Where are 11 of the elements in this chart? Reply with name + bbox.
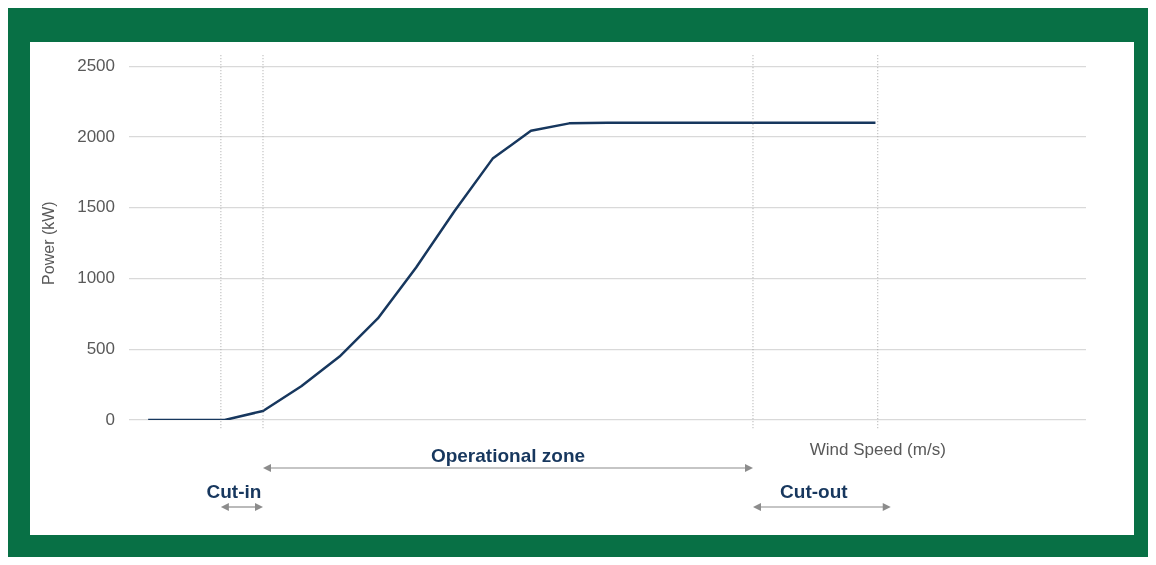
text: Cut-in: [206, 481, 262, 502]
x-axis-title: Wind Speed (m/s): [809, 439, 946, 459]
y-tick-label: 1000: [77, 268, 116, 288]
y-axis-title: Power (kW): [40, 201, 58, 285]
y-tick-label: 1500: [77, 197, 116, 217]
text: Operational zone: [430, 445, 586, 466]
y-tick-label: 500: [86, 338, 116, 358]
text: Cut-out: [780, 481, 849, 502]
y-tick-label: 2500: [77, 55, 116, 75]
y-tick-label: 0: [105, 409, 116, 429]
y-tick-label: 2000: [77, 126, 116, 146]
